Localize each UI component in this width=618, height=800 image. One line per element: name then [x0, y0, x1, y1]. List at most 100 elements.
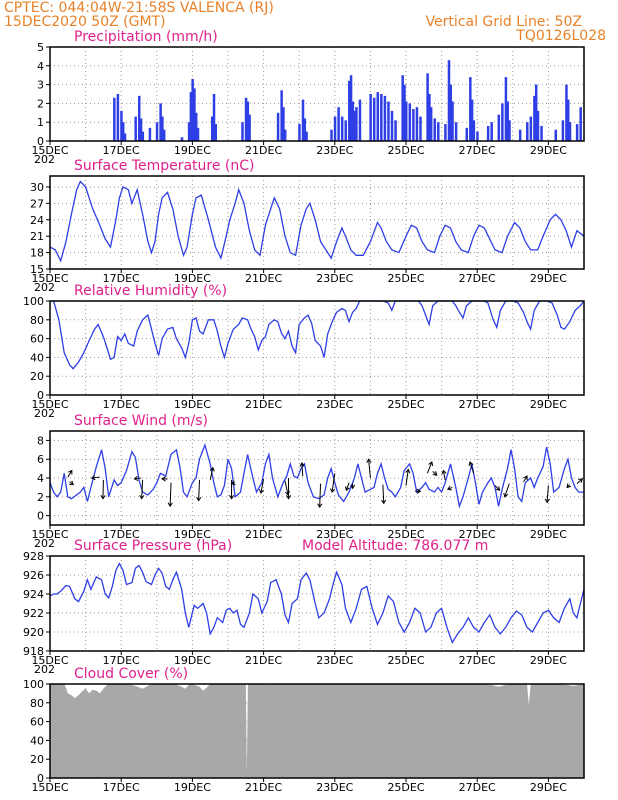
header-grid-note: Vertical Grid Line: 50Z — [426, 14, 582, 30]
precip-bar — [305, 131, 308, 141]
wind-arrow-shaft — [67, 470, 73, 478]
wind-arrow-shaft — [209, 467, 214, 480]
wind-arrow-head — [446, 485, 452, 491]
precip-bar — [248, 114, 251, 141]
precip-bar — [415, 107, 419, 141]
y-tick-label: 100 — [23, 678, 44, 691]
precip-bar — [159, 103, 162, 141]
x-tick-label: 25DEC — [387, 272, 424, 285]
surface-temperature-panel — [46, 175, 585, 273]
precip-bar — [380, 94, 383, 141]
y-tick-label: 8 — [37, 434, 44, 447]
precip-bar — [568, 122, 572, 141]
wind-arrow-head — [228, 495, 235, 500]
precip-bar — [412, 109, 415, 141]
x-tick-label: 25DEC — [387, 528, 424, 541]
precip-bar — [369, 94, 372, 141]
wind-arrow-head — [381, 499, 387, 505]
wind-arrow-shaft — [198, 479, 201, 501]
y-tick-label: 926 — [23, 569, 44, 582]
wind-arrow-shaft — [494, 485, 500, 491]
x-tick-label: 19DEC — [174, 398, 211, 411]
x-tick-label: 29DEC — [530, 654, 567, 667]
precip-bar — [437, 122, 440, 141]
x-tick-label: 29DEC — [530, 398, 567, 411]
wind-arrow-head — [209, 466, 215, 472]
wind-arrow-head — [133, 475, 139, 482]
cloud-cover-panel — [46, 683, 585, 782]
precip-bar — [561, 120, 565, 141]
precip-bar — [405, 101, 408, 141]
precip-bar — [451, 101, 454, 141]
precip-bar — [330, 129, 333, 141]
precip-bar — [355, 107, 358, 141]
x-tick-label: 27DEC — [459, 272, 496, 285]
x-tick-label: 27DEC — [459, 144, 496, 157]
x-tick-label: 15DEC — [31, 272, 68, 285]
x-tick-label: 23DEC — [316, 272, 353, 285]
wind-arrow-head — [441, 469, 447, 475]
wind-arrow-shaft — [301, 462, 304, 477]
y-tick-label: 60 — [30, 333, 44, 346]
x-tick-label: 15DEC — [31, 528, 68, 541]
x-tick-label: 21DEC — [245, 272, 282, 285]
wind-arrow-head — [230, 480, 236, 486]
precip-bar — [534, 84, 538, 141]
y-tick-label: 2 — [37, 97, 44, 110]
precip-bar — [191, 78, 194, 141]
precip-bar — [533, 95, 536, 141]
precip-bar — [337, 107, 340, 141]
precip-bar — [565, 84, 568, 141]
wind-arrow-head — [350, 484, 356, 490]
wind-arrow-shaft — [284, 480, 289, 496]
x-tick-label: 27DEC — [459, 781, 496, 794]
relative-humidity-line — [50, 300, 585, 370]
y-tick-label: 27 — [30, 197, 44, 210]
precip-bar — [508, 120, 511, 141]
precip-bar — [113, 97, 116, 141]
x-tick-label: 29DEC — [530, 528, 567, 541]
precip-bar — [116, 94, 120, 141]
relative-humidity-panel — [46, 300, 585, 399]
y-tick-label: 924 — [23, 588, 44, 601]
precip-bar — [428, 94, 431, 141]
x-tick-label: 25DEC — [387, 398, 424, 411]
y-tick-label: 4 — [37, 472, 44, 485]
wind-arrow-head — [566, 483, 572, 489]
x-tick-label: 15DEC — [31, 654, 68, 667]
x-tick-label: 29DEC — [530, 781, 567, 794]
precipitation-panel — [46, 46, 585, 145]
wind-arrow-head — [416, 488, 422, 494]
precip-bar — [444, 124, 447, 141]
wind-arrow-shaft — [134, 477, 141, 480]
precip-bar — [214, 124, 218, 141]
wind-arrow-head — [68, 469, 73, 475]
precip-bar — [469, 77, 472, 141]
precip-bar — [139, 118, 143, 141]
wind-arrow-head — [285, 495, 292, 500]
precip-bar — [121, 122, 125, 141]
surface-pressure-title: Surface Pressure (hPa) — [74, 538, 232, 554]
header-datetime: 15DEC2020 50Z (GMT) — [4, 14, 166, 30]
precip-bar — [120, 110, 123, 141]
precip-bar — [486, 125, 490, 141]
precip-bar — [401, 75, 404, 141]
precip-bar — [349, 75, 353, 141]
precip-bar — [196, 127, 200, 141]
precip-bar — [280, 90, 283, 141]
x-tick-label: 15DEC — [31, 144, 68, 157]
x-tick-label: 21DEC — [245, 144, 282, 157]
wind-arrow-head — [90, 475, 96, 481]
wind-arrow-head — [167, 502, 173, 508]
x-tick-label: 23DEC — [316, 781, 353, 794]
wind-arrow-shaft — [345, 482, 350, 491]
x-tick-label: 27DEC — [459, 654, 496, 667]
x-tick-label: 19DEC — [174, 144, 211, 157]
relative-humidity-frame — [49, 300, 585, 396]
precip-bar — [340, 116, 344, 141]
precip-bar — [408, 103, 412, 141]
wind-arrow-head — [544, 498, 550, 504]
precip-bar — [429, 107, 433, 141]
x-tick-label: 15DEC — [31, 781, 68, 794]
y-tick-label: 5 — [37, 41, 44, 54]
